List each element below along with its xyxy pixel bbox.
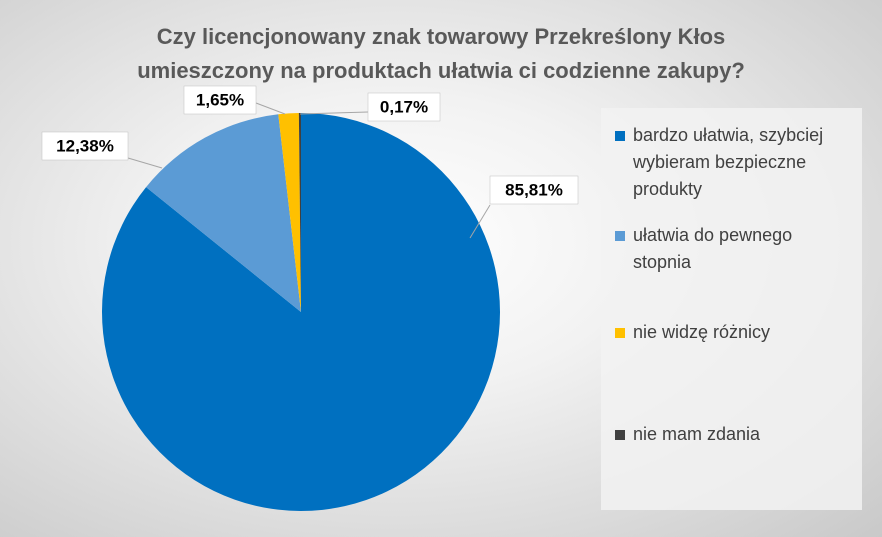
legend-swatch xyxy=(615,430,625,440)
legend-item: ułatwia do pewnego stopnia xyxy=(615,222,855,276)
pie-slice xyxy=(298,113,301,312)
legend: bardzo ułatwia, szybciej wybieram bezpie… xyxy=(601,108,862,510)
leader-line xyxy=(255,102,286,115)
data-label-box xyxy=(41,131,129,161)
legend-item: nie widzę różnicy xyxy=(615,319,855,346)
leader-line xyxy=(127,157,163,169)
legend-label: nie mam zdania xyxy=(633,424,761,444)
data-label-box xyxy=(367,92,441,122)
legend-swatch xyxy=(615,328,625,338)
pie-slice xyxy=(278,113,301,312)
legend-label: nie widzę różnicy xyxy=(633,322,771,342)
legend-item: bardzo ułatwia, szybciej wybieram bezpie… xyxy=(615,122,855,203)
legend-swatch xyxy=(615,231,625,241)
data-label: 0,17% xyxy=(380,97,428,116)
legend-label: bardzo ułatwia, szybciej wybieram bezpie… xyxy=(633,125,824,199)
pie-slice xyxy=(146,114,301,312)
legend-swatch xyxy=(615,131,625,141)
data-label-box xyxy=(183,85,257,115)
data-label: 85,81% xyxy=(505,180,563,199)
legend-label: ułatwia do pewnego stopnia xyxy=(633,225,793,272)
data-label: 1,65% xyxy=(196,90,244,109)
legend-item: nie mam zdania xyxy=(615,421,855,448)
leader-line xyxy=(469,204,491,239)
data-label-box xyxy=(489,175,579,205)
chart-title: Czy licencjonowany znak towarowy Przekre… xyxy=(137,24,745,83)
leader-line xyxy=(299,111,369,115)
data-label: 12,38% xyxy=(56,136,114,155)
